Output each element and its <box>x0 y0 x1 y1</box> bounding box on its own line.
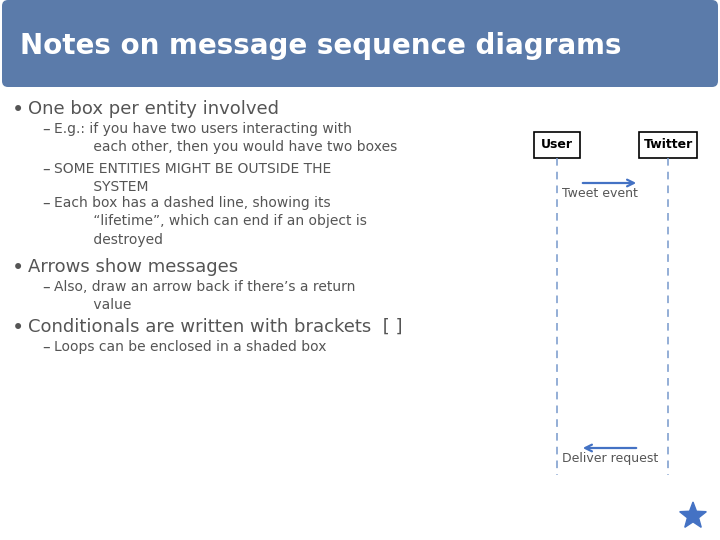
Text: Also, draw an arrow back if there’s a return
         value: Also, draw an arrow back if there’s a re… <box>54 280 356 313</box>
FancyBboxPatch shape <box>639 132 697 158</box>
Text: Deliver request: Deliver request <box>562 452 658 465</box>
Text: User: User <box>541 138 573 152</box>
FancyBboxPatch shape <box>2 0 718 87</box>
Text: –: – <box>42 162 50 177</box>
Text: •: • <box>12 258 24 278</box>
Text: SOME ENTITIES MIGHT BE OUTSIDE THE
         SYSTEM: SOME ENTITIES MIGHT BE OUTSIDE THE SYSTE… <box>54 162 331 194</box>
Text: Twitter: Twitter <box>644 138 693 152</box>
Text: Each box has a dashed line, showing its
         “lifetime”, which can end if an: Each box has a dashed line, showing its … <box>54 196 367 247</box>
Text: –: – <box>42 122 50 137</box>
Text: Tweet event: Tweet event <box>562 187 638 200</box>
Text: •: • <box>12 318 24 338</box>
FancyBboxPatch shape <box>534 132 580 158</box>
Text: •: • <box>12 100 24 120</box>
Text: Notes on message sequence diagrams: Notes on message sequence diagrams <box>20 32 621 60</box>
Text: One box per entity involved: One box per entity involved <box>28 100 279 118</box>
Text: –: – <box>42 340 50 355</box>
Text: –: – <box>42 280 50 295</box>
Polygon shape <box>680 502 706 528</box>
Text: –: – <box>42 196 50 211</box>
Text: E.g.: if you have two users interacting with
         each other, then you would: E.g.: if you have two users interacting … <box>54 122 397 154</box>
Text: Arrows show messages: Arrows show messages <box>28 258 238 276</box>
Text: Conditionals are written with brackets  [ ]: Conditionals are written with brackets [… <box>28 318 402 336</box>
Text: Loops can be enclosed in a shaded box: Loops can be enclosed in a shaded box <box>54 340 326 354</box>
